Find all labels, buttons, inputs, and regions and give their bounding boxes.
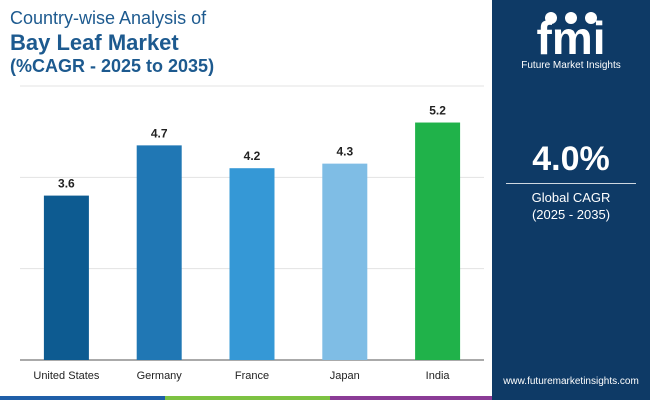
bar-united-states <box>43 195 89 360</box>
chart-title-line-3: (%CAGR - 2025 to 2035) <box>10 55 215 76</box>
global-cagr-label: Global CAGR <box>531 190 611 205</box>
company-name: Future Market Insights <box>521 60 621 71</box>
logo-dot-icon <box>585 12 597 24</box>
global-cagr-value: 4.0% <box>532 140 610 178</box>
chart-title-block: Country-wise Analysis of Bay Leaf Market… <box>10 8 480 78</box>
bar-japan <box>322 163 368 360</box>
brand-logo: fmi Future Market Insights <box>492 10 650 71</box>
bar-india <box>415 122 461 361</box>
bottom-stripe-green <box>165 396 330 400</box>
cagr-divider <box>506 183 636 184</box>
data-label: 4.2 <box>244 149 261 163</box>
x-tick-label: France <box>235 370 269 382</box>
summary-panel: fmi Future Market Insights 4.0% Global C… <box>492 0 650 400</box>
logo-dot-icon <box>565 12 577 24</box>
chart-title-line-2: Bay Leaf Market <box>10 29 179 55</box>
data-label: 3.6 <box>58 177 75 191</box>
logo-dot-icon <box>545 12 557 24</box>
website-url[interactable]: www.futuremarketinsights.com <box>503 376 639 387</box>
global-cagr-period: (2025 - 2035) <box>531 207 611 222</box>
data-label: 5.2 <box>429 104 446 118</box>
bar-france <box>229 168 275 360</box>
x-tick-label: Japan <box>330 370 360 382</box>
chart-title-line-1: Country-wise Analysis of <box>10 8 207 28</box>
x-tick-label: Germany <box>137 370 183 382</box>
fmi-logo-icon: fmi <box>537 12 606 58</box>
bar-chart: 3.6 United States 4.7 Germany 4.2 France 4.3 Ja… <box>20 85 484 382</box>
bottom-stripe-blue <box>0 396 165 400</box>
bar-germany <box>136 145 182 360</box>
x-tick-label: India <box>426 370 451 382</box>
x-tick-label: United States <box>33 370 100 382</box>
bottom-stripe-purple <box>330 396 492 400</box>
data-label: 4.7 <box>151 126 168 140</box>
data-label: 4.3 <box>336 145 353 159</box>
